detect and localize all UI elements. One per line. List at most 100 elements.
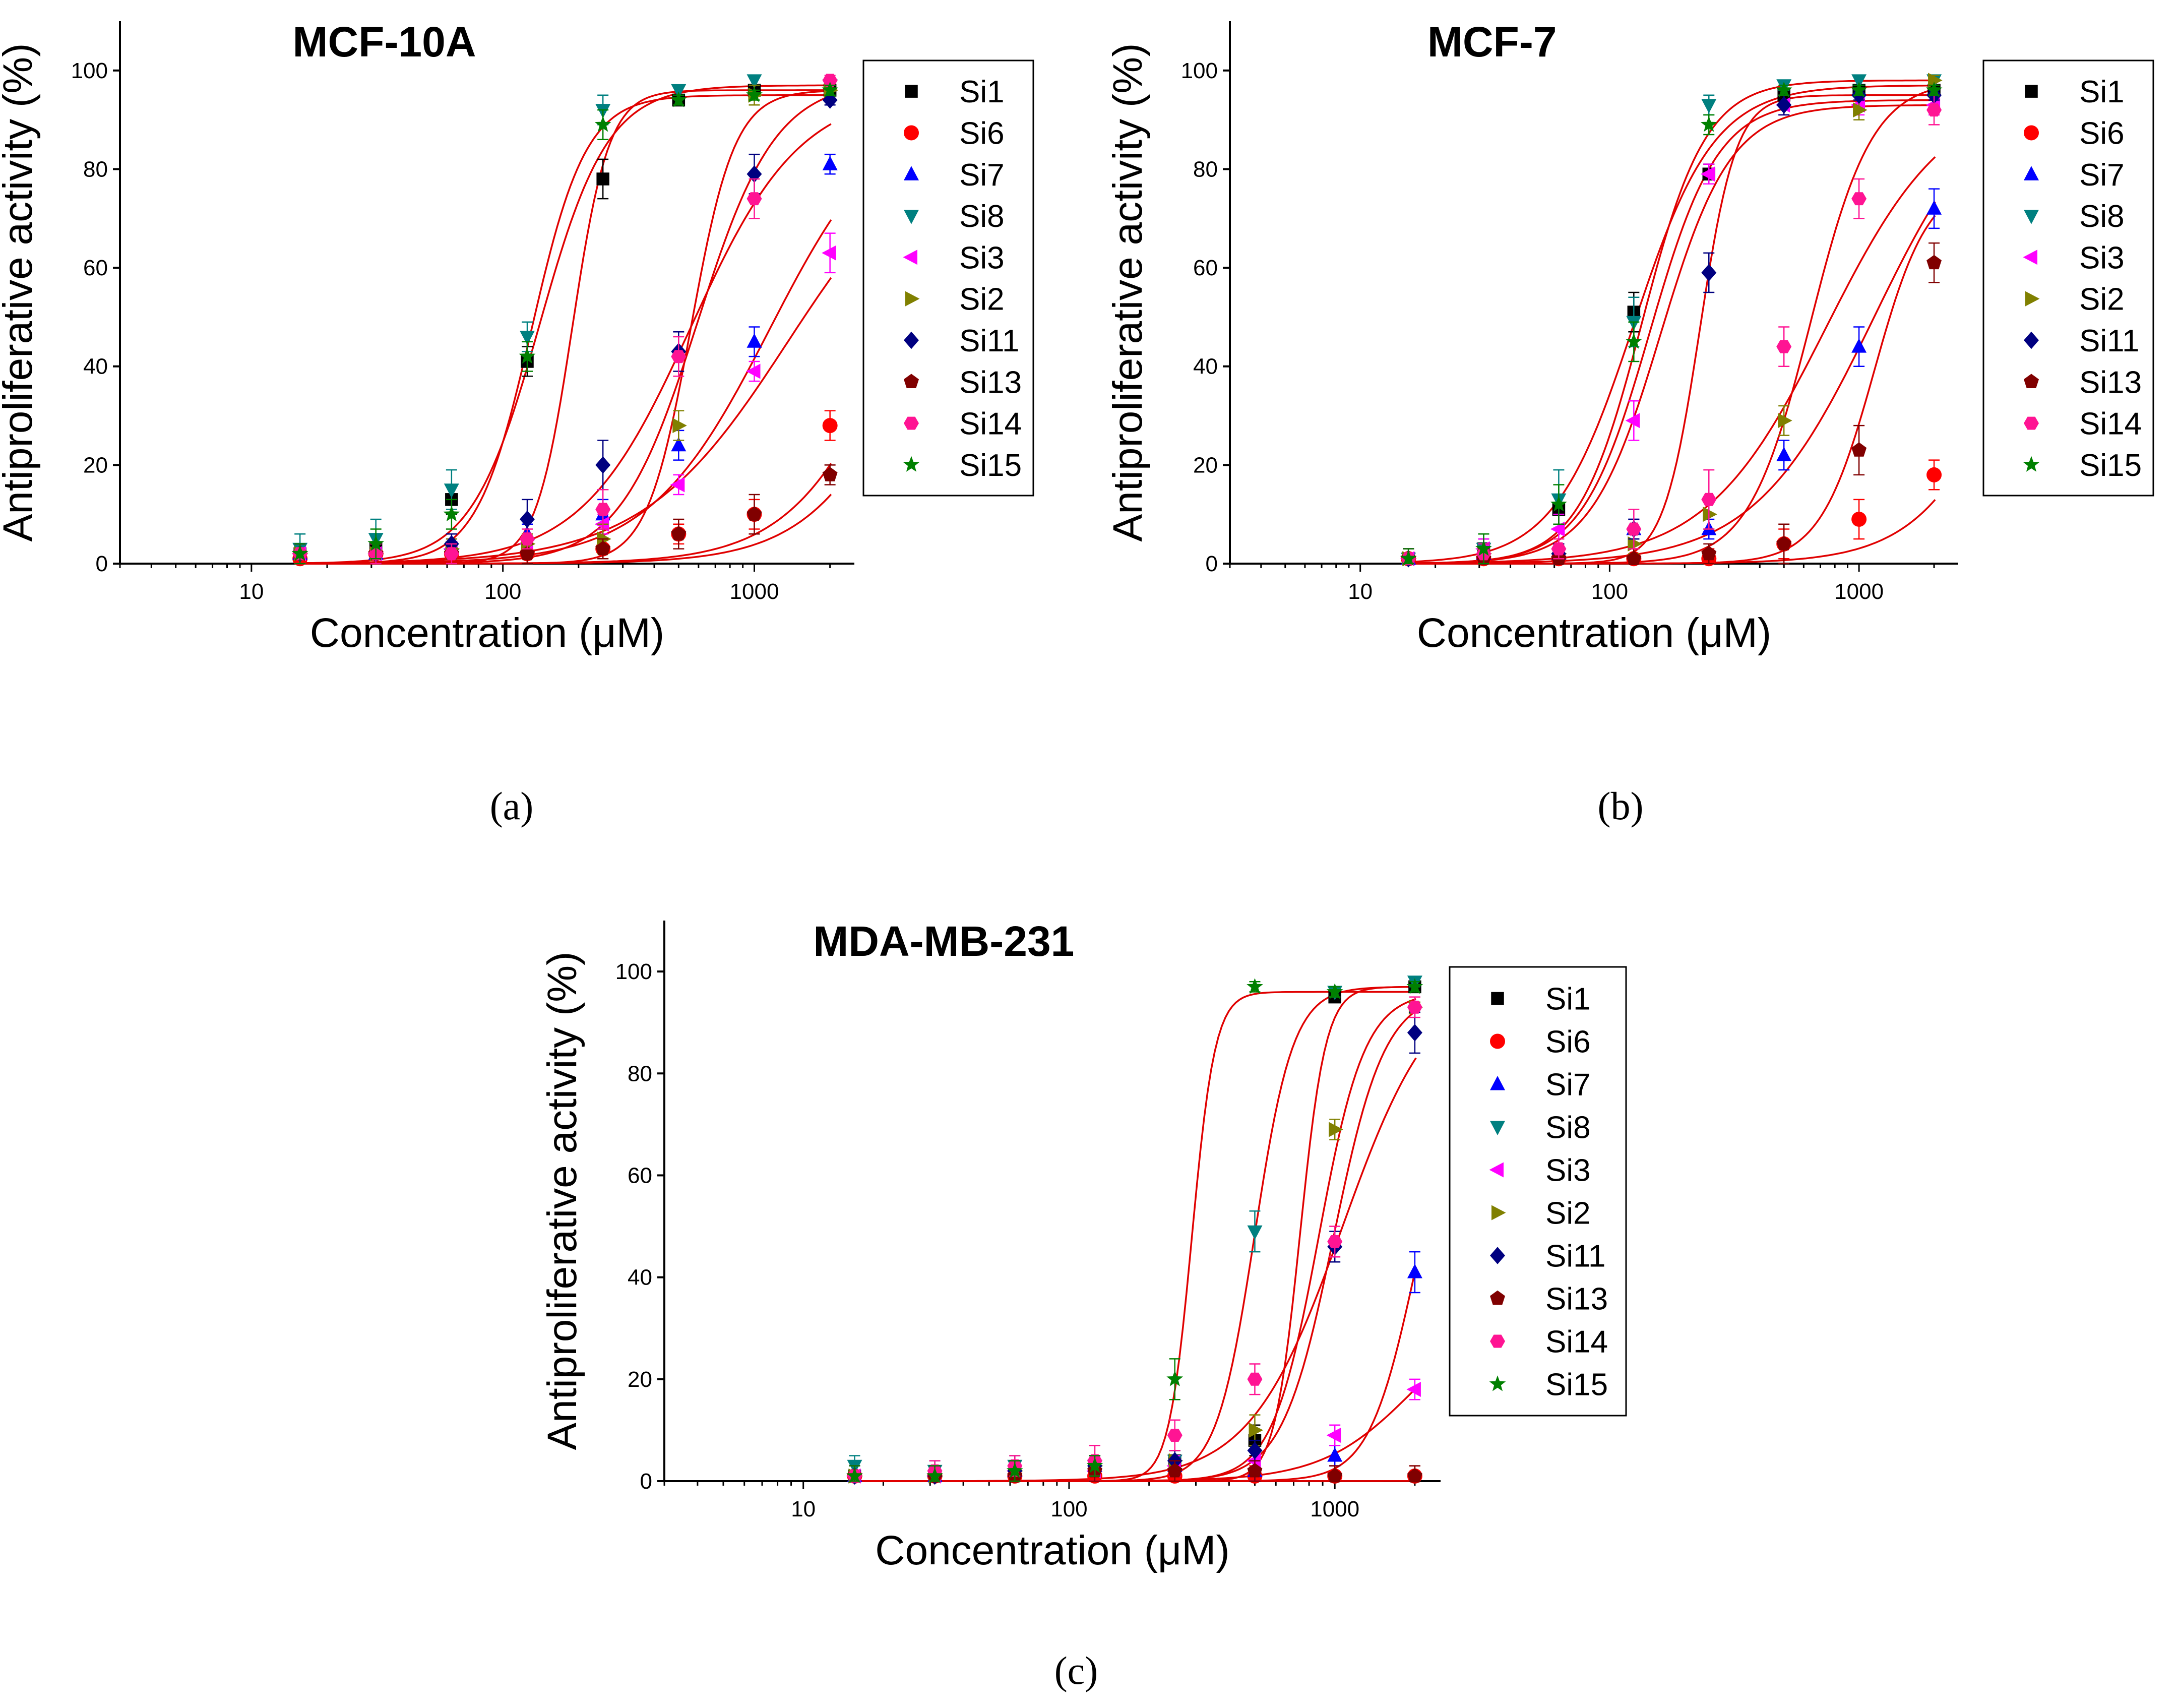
legend-label: Si7: [959, 158, 1005, 193]
legend-item: Si3: [1489, 1153, 1591, 1188]
legend-item: Si15: [1489, 1368, 1608, 1402]
x-tick-label: 1000: [1310, 1497, 1359, 1521]
data-point: [520, 532, 535, 546]
legend-label: Si8: [959, 199, 1005, 234]
legend-marker-si8: [1490, 1121, 1505, 1135]
data-point: [367, 535, 385, 551]
data-point: [1167, 1463, 1183, 1478]
legend-item: Si2: [2025, 282, 2125, 317]
data-point: [1550, 521, 1565, 537]
legend-item: Si11: [904, 324, 1020, 358]
legend-marker-si11: [1490, 1247, 1505, 1264]
x-tick-label: 100: [1591, 579, 1628, 604]
data-point: [1626, 551, 1642, 565]
data-point: [291, 545, 308, 561]
legend-label: Si13: [959, 365, 1022, 400]
data-point: [1628, 536, 1642, 552]
data-point: [1701, 545, 1717, 561]
fit-curve-si14: [851, 1057, 1417, 1482]
data-point: [926, 1467, 943, 1483]
legend-box: [862, 59, 1034, 497]
legend-marker-si7: [2024, 166, 2039, 180]
legend-marker-si14: [904, 416, 919, 430]
legend-marker-si3: [1489, 1162, 1504, 1178]
y-tick-label: 80: [628, 1061, 652, 1086]
fit-curve-si8: [296, 84, 831, 564]
series-si14: [292, 74, 838, 565]
data-point: [1327, 1468, 1343, 1483]
legend-box: [1449, 966, 1627, 1417]
data-point: [1926, 200, 1942, 215]
legend-item: Si13: [904, 365, 1022, 400]
data-point: [671, 350, 687, 363]
data-point: [822, 418, 838, 434]
legend-marker-si1: [1491, 992, 1504, 1005]
data-point: [1776, 447, 1792, 461]
legend-label: Si6: [1545, 1025, 1591, 1060]
data-point: [1407, 1468, 1422, 1483]
y-tick-label: 100: [615, 959, 652, 984]
data-point: [596, 172, 609, 186]
x-tick-label: 10: [791, 1497, 816, 1521]
legend-marker-si11: [904, 331, 919, 349]
fit-curve-si8: [851, 986, 1416, 1482]
data-point: [746, 192, 762, 206]
chart-panel-b: 0 20 40 60 80 100 10 100 1000 Concentration (μM) A…: [1105, 18, 2154, 828]
data-point: [1928, 73, 1943, 88]
data-point: [1701, 99, 1717, 113]
data-point: [746, 165, 762, 183]
data-point: [1851, 192, 1867, 206]
panel-caption: (c): [1054, 1649, 1098, 1692]
legend-label: Si14: [1545, 1325, 1608, 1360]
y-tick-label: 40: [628, 1265, 652, 1290]
data-point: [671, 526, 687, 541]
x-tick-label: 100: [484, 579, 521, 604]
legend-label: Si2: [2079, 282, 2125, 317]
data-point: [1247, 1225, 1263, 1240]
y-axis-label: Antiproliferative activity (%): [539, 952, 585, 1450]
legend-label: Si1: [1545, 982, 1591, 1017]
data-point: [444, 547, 459, 561]
y-tick-label: 20: [83, 453, 108, 477]
legend-item: Si14: [904, 407, 1022, 442]
legend-item: Si8: [1490, 1111, 1591, 1145]
data-point: [1249, 1422, 1263, 1438]
data-point: [1400, 550, 1417, 566]
data-point: [1776, 96, 1792, 114]
data-point: [1167, 1429, 1183, 1442]
y-tick-label: 60: [1193, 256, 1218, 280]
data-point: [1407, 1000, 1422, 1014]
data-point: [822, 156, 838, 170]
legend-label: Si2: [959, 282, 1005, 317]
data-point: [1775, 81, 1792, 97]
chart-title: MCF-10A: [293, 18, 476, 66]
series-si7: [292, 153, 838, 565]
legend-item: Si11: [2024, 324, 2140, 358]
legend-marker-si15: [2023, 456, 2040, 472]
data-point: [672, 418, 687, 434]
legend-marker-si7: [1490, 1076, 1505, 1090]
data-point: [1776, 536, 1792, 551]
data-point: [1326, 1428, 1341, 1443]
data-point: [746, 363, 761, 379]
fit-curve-si13: [1405, 215, 1936, 565]
legend-marker-si8: [2024, 210, 2039, 224]
legend-marker-si13: [904, 374, 919, 388]
chart-panel-c: 0 20 40 60 80 100 10 100 1000 Concentration (μM) A…: [539, 918, 1627, 1692]
legend-label: Si11: [2079, 324, 2140, 358]
legend-label: Si3: [2079, 240, 2125, 275]
legend-box: [1982, 59, 2154, 497]
legend-item: Si1: [905, 75, 1005, 109]
data-point: [670, 91, 687, 107]
data-point: [1006, 1462, 1023, 1478]
legend-marker-si11: [2024, 331, 2039, 349]
data-point: [746, 506, 762, 521]
legend-marker-si2: [1491, 1205, 1506, 1221]
series-si1: [1402, 84, 1941, 565]
fit-curve-si11: [1405, 94, 1936, 565]
data-point: [1247, 1372, 1263, 1386]
chart-title: MCF-7: [1427, 18, 1557, 66]
legend-marker-si6: [2024, 125, 2039, 141]
data-point: [1926, 467, 1942, 482]
